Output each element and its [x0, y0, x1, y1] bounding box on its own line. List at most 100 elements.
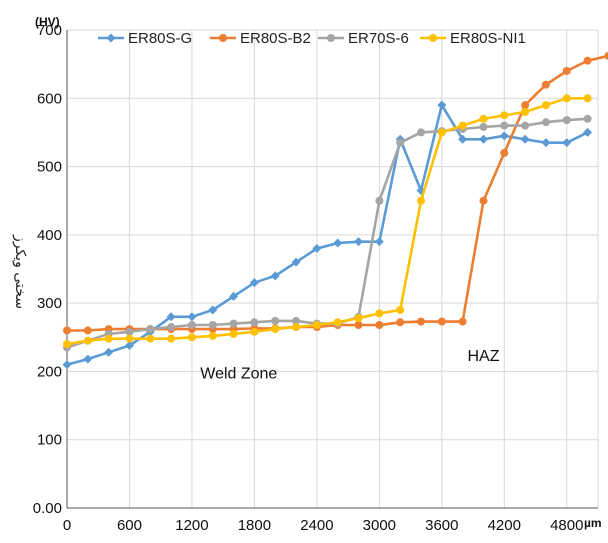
data-point — [417, 128, 425, 137]
legend-item: ER70S-6 — [318, 30, 409, 47]
data-point — [521, 121, 530, 130]
data-point — [500, 121, 509, 130]
data-point — [312, 320, 321, 329]
y-tick-labels: 0.00 100 200 300 400 500 600 700 — [33, 22, 62, 517]
data-point — [167, 323, 176, 332]
data-point — [354, 237, 364, 247]
legend-item: ER80S-G — [98, 30, 192, 47]
data-point — [437, 128, 446, 137]
series-er70s-6 — [63, 114, 592, 352]
legend-item: ER80S-B2 — [210, 30, 311, 47]
data-point — [437, 317, 446, 326]
series-er80s-ni1 — [63, 94, 592, 349]
data-point — [249, 278, 259, 288]
y-tick-label: 0.00 — [33, 500, 62, 517]
data-point — [83, 336, 92, 345]
data-point — [541, 101, 550, 110]
y-tick-label: 300 — [37, 295, 62, 312]
legend-swatch-marker — [106, 33, 116, 43]
data-point — [146, 325, 155, 334]
legend-swatch-marker — [219, 34, 227, 42]
annotations: Weld Zone HAZ — [200, 348, 499, 382]
data-point — [375, 309, 384, 318]
data-point — [458, 121, 467, 130]
data-point — [396, 318, 405, 327]
data-point — [250, 327, 259, 336]
y-axis-title: سختی ویکرز — [12, 234, 28, 309]
x-tick-label: 3600 — [425, 517, 458, 534]
annotation-label: Weld Zone — [200, 365, 277, 382]
data-point — [583, 94, 592, 103]
data-point — [499, 131, 509, 141]
series-line — [66, 97, 588, 346]
data-point — [270, 271, 280, 281]
data-point — [562, 138, 572, 148]
data-point — [167, 334, 176, 343]
data-point — [291, 257, 301, 267]
data-point — [104, 347, 114, 357]
data-point — [417, 196, 425, 205]
data-point — [562, 116, 571, 125]
data-point — [292, 316, 301, 325]
data-point — [271, 316, 280, 325]
x-tick-label: 1200 — [175, 517, 208, 534]
data-point — [479, 114, 488, 123]
data-point — [396, 138, 405, 147]
data-point — [479, 196, 488, 205]
data-point — [333, 238, 343, 248]
data-point — [458, 317, 467, 326]
data-point — [375, 320, 384, 329]
data-point — [208, 331, 217, 340]
x-tick-label: 0 — [63, 517, 71, 534]
y-tick-label: 100 — [37, 432, 62, 449]
x-tick-label: 2400 — [300, 517, 333, 534]
data-point — [520, 134, 530, 144]
data-point — [104, 334, 113, 343]
data-point — [521, 107, 530, 116]
data-point — [62, 360, 72, 370]
data-point — [333, 318, 342, 327]
x-tick-label: 4800 — [550, 517, 583, 534]
series-line — [67, 54, 608, 332]
legend-label: ER80S-NI1 — [450, 30, 526, 47]
data-point — [500, 148, 509, 157]
x-tick-label: 3000 — [363, 517, 396, 534]
data-point — [374, 237, 384, 247]
data-point — [292, 323, 301, 332]
x-unit-label: µm — [584, 516, 602, 530]
y-tick-label: 600 — [37, 90, 62, 107]
axes — [66, 30, 598, 509]
data-point — [312, 244, 322, 254]
y-tick-label: 700 — [37, 22, 62, 39]
gridlines — [67, 29, 599, 508]
legend-item: ER80S-NI1 — [420, 30, 526, 47]
data-point — [541, 118, 550, 127]
data-point — [562, 66, 571, 75]
data-point — [250, 318, 259, 327]
data-point — [437, 100, 447, 110]
data-point — [125, 334, 134, 343]
data-point — [583, 56, 592, 65]
data-point — [500, 111, 509, 120]
data-point — [229, 291, 239, 301]
data-point — [146, 334, 155, 343]
data-point — [208, 305, 218, 315]
data-point — [375, 196, 384, 205]
data-point — [83, 354, 93, 364]
legend-label: ER80S-B2 — [240, 30, 311, 47]
data-point — [354, 314, 363, 323]
data-point — [63, 326, 71, 335]
data-point — [541, 138, 551, 148]
data-point — [458, 134, 468, 144]
annotation-label: HAZ — [467, 348, 499, 365]
data-point — [187, 312, 197, 322]
x-tick-label: 1800 — [238, 517, 271, 534]
series-er80s-b2 — [63, 51, 608, 335]
y-tick-label: 400 — [37, 227, 62, 244]
data-point — [541, 80, 550, 89]
data-point — [479, 122, 488, 131]
x-tick-label: 600 — [117, 517, 142, 534]
y-unit-label: (HV) — [35, 15, 60, 29]
data-point — [229, 319, 238, 328]
